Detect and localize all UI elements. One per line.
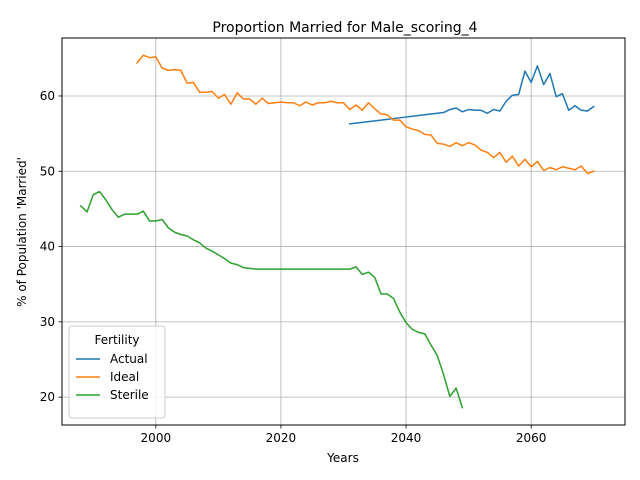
x-tick-label: 2020: [266, 431, 297, 445]
y-axis-label: % of Population 'Married': [15, 157, 29, 307]
series-line-actual: [348, 65, 595, 125]
y-tick-label: 30: [40, 315, 55, 329]
y-tick-label: 20: [40, 390, 55, 404]
grid-lines: [62, 38, 625, 425]
legend-label-actual: Actual: [110, 352, 148, 366]
x-tick-label: 2060: [516, 431, 547, 445]
y-axis: 20 30 40 50 60: [40, 89, 62, 404]
plot-frame: [61, 37, 626, 426]
x-axis: 2000 2020 2040 2060: [141, 425, 547, 445]
series-line-ideal: [136, 54, 595, 175]
y-tick-label: 60: [40, 89, 55, 103]
y-tick-label: 50: [40, 164, 55, 178]
x-axis-label: Years: [326, 451, 359, 465]
series-layer: [79, 54, 595, 409]
y-tick-label: 40: [40, 240, 55, 254]
legend-entries: Actual Ideal Sterile: [76, 352, 149, 402]
legend-label-ideal: Ideal: [110, 370, 139, 384]
series-line-sterile: [79, 190, 464, 409]
legend: Fertility Actual Ideal Sterile: [68, 325, 166, 419]
x-tick-label: 2040: [391, 431, 422, 445]
legend-label-sterile: Sterile: [110, 388, 149, 402]
legend-title: Fertility: [94, 333, 139, 347]
chart-title: Proportion Married for Male_scoring_4: [212, 20, 477, 36]
x-tick-label: 2000: [141, 431, 172, 445]
